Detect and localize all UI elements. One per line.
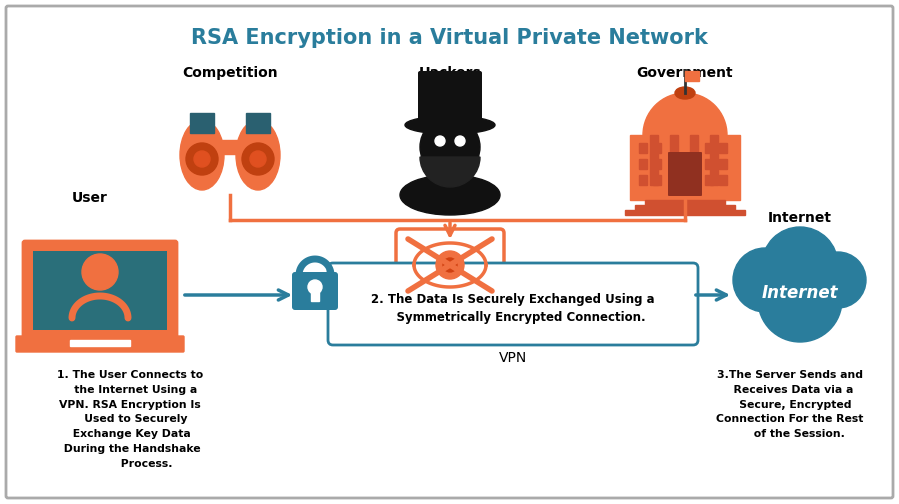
Text: RSA Encryption in a Virtual Private Network: RSA Encryption in a Virtual Private Netw… (191, 28, 708, 48)
Circle shape (435, 136, 445, 146)
Circle shape (436, 251, 464, 279)
FancyBboxPatch shape (16, 336, 184, 352)
Circle shape (186, 143, 218, 175)
FancyBboxPatch shape (292, 272, 338, 310)
Bar (630, 135, 740, 200)
Text: 1. The User Connects to
   the Internet Using a
VPN. RSA Encryption Is
   Used t: 1. The User Connects to the Internet Usi… (57, 370, 203, 469)
Text: User: User (72, 191, 108, 205)
Bar (670, 135, 678, 185)
Text: 2. The Data Is Securely Exchanged Using a
    Symmetrically Encrypted Connection: 2. The Data Is Securely Exchanged Using … (371, 292, 654, 324)
Bar (710, 135, 718, 185)
FancyBboxPatch shape (6, 6, 893, 498)
Circle shape (762, 227, 838, 303)
Circle shape (194, 151, 210, 167)
Ellipse shape (236, 120, 280, 190)
Circle shape (250, 151, 266, 167)
Bar (653, 175, 661, 185)
FancyBboxPatch shape (33, 251, 167, 330)
Circle shape (82, 254, 118, 290)
Circle shape (758, 258, 842, 342)
Bar (650, 135, 658, 185)
Bar (70, 340, 130, 346)
Bar (625, 210, 745, 215)
Text: Competition: Competition (182, 66, 278, 80)
FancyBboxPatch shape (328, 263, 698, 345)
Ellipse shape (675, 87, 695, 99)
Bar (653, 159, 661, 169)
Circle shape (455, 136, 465, 146)
Bar (311, 291, 319, 301)
Circle shape (443, 258, 457, 272)
Bar (639, 159, 647, 169)
Circle shape (242, 143, 274, 175)
Bar (639, 143, 647, 153)
Ellipse shape (405, 116, 495, 134)
Bar (190, 113, 214, 133)
Bar (705, 159, 713, 169)
Bar (635, 205, 735, 210)
Bar (645, 200, 725, 205)
Circle shape (420, 117, 480, 177)
Text: 3.The Server Sends and
  Receives Data via a
   Secure, Encrypted
Connection For: 3.The Server Sends and Receives Data via… (717, 370, 864, 439)
Bar (216, 140, 244, 154)
Wedge shape (420, 157, 480, 187)
Wedge shape (643, 93, 727, 135)
Text: Hackers: Hackers (419, 66, 481, 80)
Bar (719, 159, 727, 169)
Bar (653, 143, 661, 153)
Circle shape (308, 280, 322, 294)
FancyBboxPatch shape (23, 241, 177, 340)
Bar (719, 143, 727, 153)
Text: Internet: Internet (768, 211, 832, 225)
Ellipse shape (645, 126, 725, 144)
Bar (246, 113, 270, 133)
Circle shape (810, 252, 866, 308)
Bar (705, 175, 713, 185)
Text: VPN: VPN (499, 351, 527, 365)
Bar (705, 143, 713, 153)
Bar (639, 175, 647, 185)
Bar (719, 175, 727, 185)
Text: Internet: Internet (761, 284, 838, 302)
Ellipse shape (400, 175, 500, 215)
FancyBboxPatch shape (418, 71, 482, 130)
Bar (685, 71, 699, 81)
Text: Government: Government (636, 66, 734, 80)
Circle shape (733, 248, 797, 312)
Bar (690, 135, 698, 185)
FancyBboxPatch shape (668, 152, 702, 196)
Ellipse shape (180, 120, 224, 190)
